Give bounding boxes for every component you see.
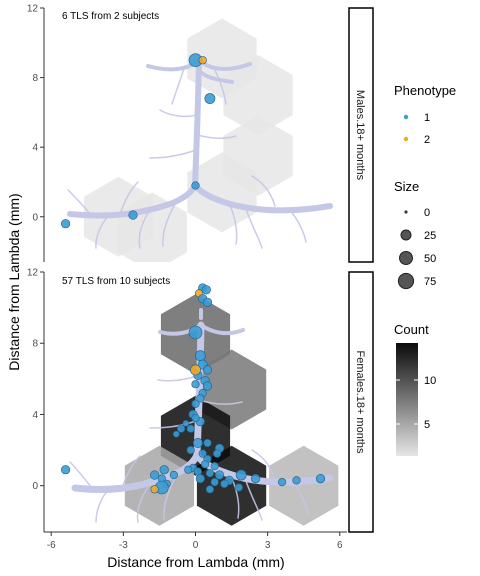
point-females-50 — [316, 474, 325, 483]
legend-phenotype-title: Phenotype — [394, 83, 456, 98]
point-females-38 — [235, 484, 243, 492]
point-males-3 — [192, 182, 200, 190]
point-females-21 — [193, 438, 202, 447]
point-males-1 — [199, 56, 207, 64]
point-females-52 — [192, 380, 200, 388]
point-females-51 — [61, 465, 70, 474]
legend-count-colorbar — [396, 343, 418, 456]
point-females-48 — [278, 478, 286, 486]
y-ticks-females: 0 4 8 12 — [27, 268, 44, 493]
legend-count-tick-10-label: 10 — [424, 375, 436, 387]
point-females-55 — [192, 414, 200, 422]
panel-note-females: 57 TLS from 10 subjects — [62, 276, 170, 287]
point-females-42 — [150, 471, 159, 480]
point-females-43 — [160, 465, 169, 474]
point-females-32 — [211, 478, 219, 486]
x-tick-label-4: 6 — [337, 540, 343, 551]
point-females-22 — [204, 439, 212, 447]
point-females-35 — [251, 474, 260, 483]
point-females-10 — [190, 365, 200, 375]
point-females-39 — [170, 471, 178, 479]
legend-size: Size 0 25 50 75 — [394, 179, 436, 289]
y-tick-label-females-1: 4 — [32, 410, 38, 421]
point-males-2 — [205, 93, 215, 103]
point-females-29 — [196, 474, 205, 483]
point-females-19 — [183, 420, 189, 426]
legend-size-50-swatch — [400, 252, 413, 265]
legend-count-tick-5-label: 5 — [424, 419, 430, 431]
strip-label-females: Females.18+ months — [354, 350, 366, 454]
point-females-45 — [151, 486, 159, 494]
point-females-26 — [213, 450, 221, 458]
y-tick-label-males-1: 4 — [32, 143, 38, 154]
x-ticks: -6 -3 0 3 6 — [47, 532, 343, 551]
legend-size-75-swatch — [398, 273, 413, 288]
legend-size-25-swatch — [401, 230, 411, 240]
point-females-37 — [206, 486, 214, 494]
y-tick-label-females-3: 12 — [27, 268, 39, 279]
point-females-36 — [221, 480, 229, 488]
legend-size-0-swatch — [404, 210, 407, 213]
x-tick-label-1: -3 — [119, 540, 128, 551]
point-females-5 — [189, 326, 202, 339]
strip-label-males: Males.18+ months — [354, 90, 366, 181]
y-tick-label-females-2: 8 — [32, 339, 38, 350]
legend-size-25-label: 25 — [424, 230, 436, 242]
point-females-1 — [202, 286, 211, 295]
panel-note-males: 6 TLS from 2 subjects — [62, 11, 159, 22]
legend-phenotype-1-label: 1 — [424, 112, 430, 124]
point-females-54 — [187, 446, 195, 454]
x-tick-label-3: 3 — [265, 540, 271, 551]
legend-phenotype: Phenotype 1 2 — [394, 83, 456, 146]
legend-phenotype-2-label: 2 — [424, 134, 430, 146]
y-tick-label-females-0: 0 — [32, 481, 38, 492]
legend-count-title: Count — [394, 322, 429, 337]
point-females-6 — [195, 351, 205, 361]
y-axis-title: Distance from Lambda (mm) — [6, 193, 22, 370]
y-ticks-males: 0 4 8 12 — [27, 4, 44, 224]
legend-phenotype-2-swatch — [404, 137, 408, 141]
point-females-20 — [173, 431, 179, 437]
x-tick-label-0: -6 — [47, 540, 56, 551]
point-females-34 — [236, 470, 246, 480]
point-females-56 — [201, 461, 209, 469]
legend-size-0-label: 0 — [424, 207, 430, 219]
point-females-8 — [203, 366, 212, 375]
point-females-47 — [211, 462, 219, 470]
point-females-49 — [293, 477, 301, 485]
point-females-30 — [206, 469, 214, 477]
legend-count: Count 10 5 — [394, 322, 436, 456]
point-females-4 — [203, 298, 212, 307]
point-females-12 — [203, 382, 212, 391]
y-tick-label-males-2: 8 — [32, 73, 38, 84]
legend-size-75-label: 75 — [424, 276, 436, 288]
y-tick-label-males-3: 12 — [27, 4, 39, 15]
x-axis-title: Distance from Lambda (mm) — [107, 554, 284, 570]
legend-phenotype-1-swatch — [404, 115, 408, 119]
legend-size-50-label: 50 — [424, 253, 436, 265]
y-tick-label-males-0: 0 — [32, 212, 38, 223]
point-males-4 — [129, 211, 138, 220]
point-males-5 — [61, 219, 70, 228]
legend-size-title: Size — [394, 179, 419, 194]
point-females-46 — [185, 466, 193, 474]
x-tick-label-2: 0 — [193, 540, 199, 551]
point-females-31 — [215, 471, 224, 480]
point-females-53 — [197, 395, 205, 403]
